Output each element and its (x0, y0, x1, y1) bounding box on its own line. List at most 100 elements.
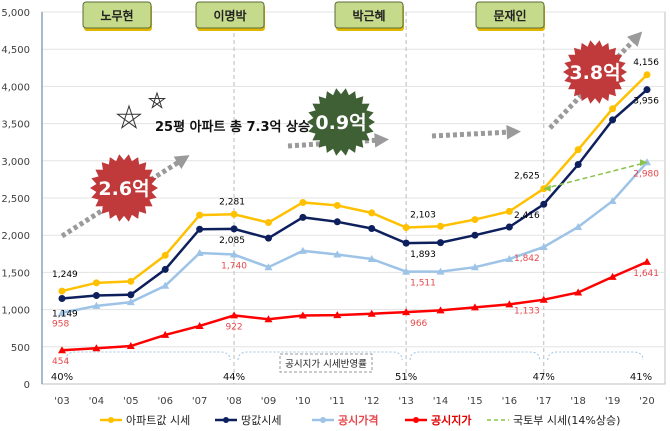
data-point (643, 257, 651, 265)
data-label: 2,416 (514, 211, 540, 221)
data-point (505, 207, 513, 215)
data-point (298, 311, 307, 319)
data-label: 1,511 (410, 279, 436, 289)
data-point (402, 224, 410, 232)
data-point (333, 218, 341, 226)
data-point (92, 291, 100, 299)
arrow-head (506, 124, 521, 140)
ratio-label: 40% (51, 372, 73, 383)
data-label: 958 (52, 320, 69, 330)
data-point (368, 225, 376, 233)
x-tick-label: '06 (157, 396, 172, 407)
x-tick-label: '18 (570, 396, 585, 407)
data-point (196, 211, 204, 219)
era-box (334, 1, 404, 29)
x-tick-label: '10 (295, 396, 310, 407)
increase-badge: 2.6억 (90, 154, 158, 222)
ratio-label: 44% (223, 372, 245, 383)
data-label: 4,156 (633, 58, 659, 68)
data-point (574, 161, 582, 169)
series-line (61, 88, 648, 300)
data-point (92, 279, 100, 287)
data-point (367, 255, 376, 263)
ratio-brace (409, 351, 541, 361)
legend-label: 아파트값 시세 (126, 414, 190, 427)
series-line (61, 73, 648, 293)
x-tick-label: '07 (192, 396, 207, 407)
starburst (307, 88, 375, 156)
ratio-brace (547, 351, 644, 361)
data-point (333, 250, 342, 258)
arrow-shaft (287, 137, 381, 149)
data-point (367, 309, 376, 317)
series-1 (58, 71, 651, 295)
legend-label: 공시지가 (431, 413, 471, 427)
y-tick-label: 5,000 (1, 8, 30, 19)
y-tick-label: 2,500 (1, 194, 30, 205)
era-box (195, 1, 265, 29)
x-tick-label: '17 (536, 396, 551, 407)
data-label: 2,103 (410, 211, 436, 221)
data-point (298, 246, 307, 254)
era-box (475, 1, 545, 29)
x-tick-label: '12 (364, 396, 379, 407)
data-label: 1,641 (633, 269, 659, 279)
legend-label: 공시가격 (338, 413, 378, 427)
x-tick-label: '11 (330, 396, 345, 407)
data-label: 3,956 (633, 97, 659, 107)
series-arrowhead (543, 184, 551, 192)
era-name: 박근혜 (352, 8, 385, 23)
data-point (264, 315, 273, 323)
data-point (196, 225, 204, 233)
series-3 (58, 158, 651, 316)
ratio-label: 51% (395, 372, 417, 383)
starburst (563, 40, 627, 104)
y-tick-label: 2,000 (1, 231, 30, 242)
x-tick-label: '13 (398, 396, 413, 407)
y-tick-label: 0 (24, 380, 30, 391)
data-point (470, 303, 479, 311)
increase-badge: 0.9억 (307, 88, 375, 156)
series-4 (58, 257, 651, 354)
ratio-label: 41% (630, 372, 652, 383)
star-doodle-icon (116, 104, 142, 130)
data-point (264, 234, 272, 242)
data-point (58, 295, 66, 303)
data-point (127, 291, 135, 299)
data-point (126, 342, 135, 350)
trend-arrow (431, 124, 521, 140)
era-label-4: 문재인 (475, 1, 545, 31)
data-point (505, 255, 514, 263)
data-point (437, 239, 445, 247)
era-name: 노무현 (100, 8, 133, 23)
data-point (333, 201, 341, 209)
data-point (402, 308, 411, 316)
data-point (264, 263, 273, 271)
data-point (299, 198, 307, 206)
ratio-label: 47% (533, 372, 555, 383)
data-point (437, 222, 445, 230)
x-tick-label: '16 (502, 396, 517, 407)
arrow-shaft (431, 129, 513, 139)
y-tick-label: 500 (11, 343, 30, 354)
data-point (539, 242, 548, 250)
data-label: 454 (52, 357, 69, 367)
data-point (58, 308, 66, 316)
ratio-brace (237, 351, 403, 361)
x-tick-label: '14 (433, 396, 448, 407)
data-label: 1,133 (514, 307, 540, 317)
legend-label: 국토부 시세(14%상승) (513, 414, 620, 427)
data-point (92, 344, 101, 352)
data-point (230, 210, 238, 218)
data-point (402, 239, 410, 247)
data-label: 1,149 (52, 310, 78, 320)
x-tick-label: '03 (54, 396, 69, 407)
data-point (195, 249, 204, 257)
y-tick-label: 4,500 (1, 45, 30, 56)
data-point (161, 330, 170, 338)
data-point (505, 300, 514, 308)
x-tick-label: '19 (605, 396, 620, 407)
series-line (61, 161, 648, 314)
data-point (161, 281, 170, 289)
x-tick-label: '15 (467, 396, 482, 407)
